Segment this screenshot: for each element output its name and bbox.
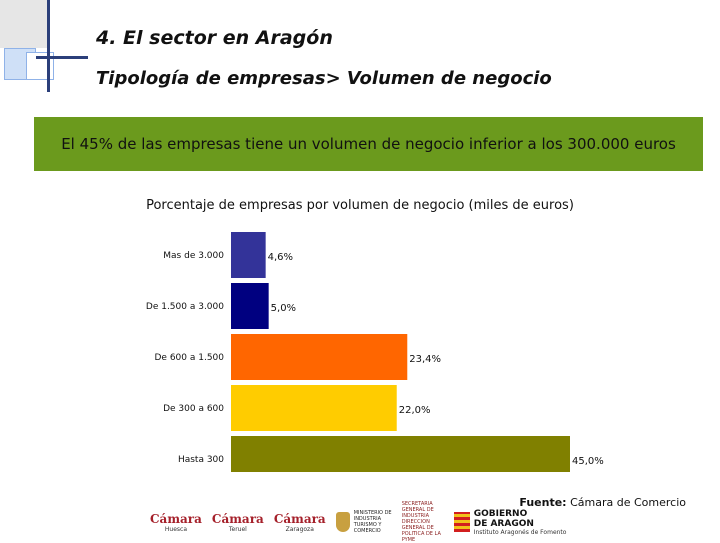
camara-logo-name: Cámara (211, 511, 264, 526)
bar (231, 334, 408, 380)
category-label: Hasta 300 (178, 455, 224, 465)
gobierno-aragon-logo: GOBIERNO DE ARAGON Instituto Aragonés de… (453, 508, 567, 536)
camara-logo-name: Cámara (273, 511, 326, 526)
ministerio-logo: MINISTERIO DE INDUSTRIA TURISMO Y COMERC… (335, 501, 446, 543)
bar-chart: Mas de 3.000 4,6% De 1.500 a 3.000 5,0% De 6… (146, 232, 604, 472)
camara-zaragoza-logo: Cámara Zaragoza (274, 512, 326, 533)
category-label: De 1.500 a 3.000 (146, 302, 224, 312)
aragon-flag-icon (453, 512, 470, 532)
gobierno-line2: DE ARAGON (473, 518, 534, 529)
coat-of-arms-icon (335, 512, 350, 532)
decor-line (36, 56, 88, 59)
value-label: 4,6% (268, 252, 293, 263)
value-label: 5,0% (271, 303, 296, 314)
slide-title: 4. El sector en Aragón (96, 27, 333, 49)
chart-title: Porcentaje de empresas por volumen de ne… (146, 198, 574, 213)
source-value: Cámara de Comercio (570, 496, 686, 509)
category-label: De 300 a 600 (163, 404, 224, 414)
bar (231, 283, 269, 329)
slide-subtitle: Tipología de empresas> Volumen de negoci… (96, 68, 552, 89)
bar (231, 385, 397, 431)
camara-logo-city: Huesca (164, 525, 187, 533)
summary-banner: El 45% de las empresas tiene un volumen … (34, 117, 703, 171)
value-label: 22,0% (399, 405, 431, 416)
gobierno-line1: GOBIERNO (473, 508, 528, 519)
bar (231, 232, 266, 278)
source-label: Fuente: (519, 496, 567, 509)
logo-strip: Cámara Huesca Cámara Teruel Cámara Zarag… (150, 501, 567, 543)
camara-teruel-logo: Cámara Teruel (212, 512, 264, 533)
value-label: 45,0% (572, 456, 604, 467)
camara-logo-city: Zaragoza (285, 525, 314, 533)
camara-logo-city: Teruel (228, 525, 247, 533)
ministerio-text: MINISTERIO DE INDUSTRIA TURISMO Y COMERC… (353, 510, 392, 534)
decor-square (0, 0, 48, 48)
camara-huesca-logo: Cámara Huesca (150, 512, 202, 533)
source-note: Fuente: Cámara de Comercio (519, 496, 686, 509)
bar (231, 436, 570, 472)
decor-line (47, 0, 50, 92)
secretaria-text: SECRETARIA GENERAL DE INDUSTRIA DIRECCIO… (401, 501, 441, 543)
category-label: Mas de 3.000 (163, 251, 224, 261)
summary-banner-text: El 45% de las empresas tiene un volumen … (61, 134, 676, 153)
category-label: De 600 a 1.500 (154, 353, 224, 363)
camara-logo-name: Cámara (150, 511, 202, 526)
gobierno-subtext: Instituto Aragonés de Fomento (473, 528, 567, 536)
value-label: 23,4% (409, 354, 441, 365)
